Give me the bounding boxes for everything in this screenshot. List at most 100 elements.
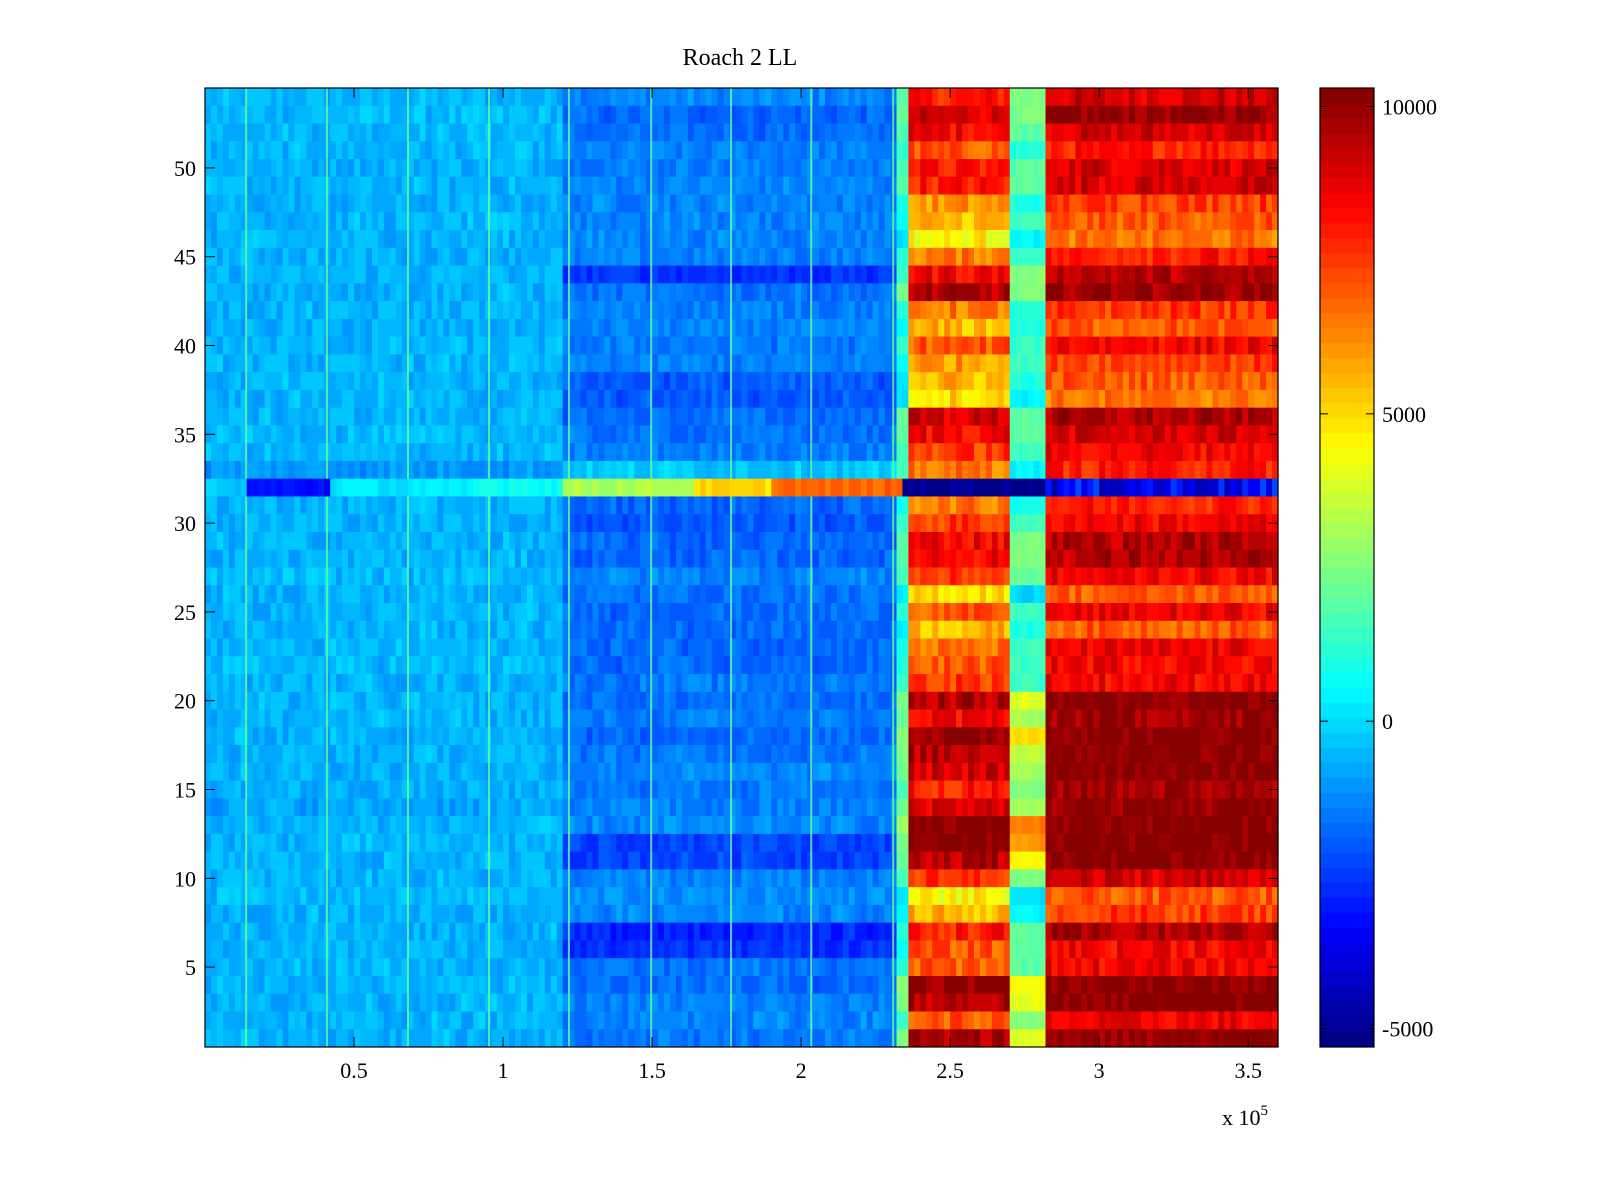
heatmap-cell [354,567,361,586]
heatmap-cell [389,514,397,533]
heatmap-cell [437,354,445,373]
heatmap-cell [216,372,224,391]
heatmap-cell [669,176,677,195]
heatmap-cell [532,514,540,533]
heatmap-cell [842,123,850,142]
heatmap-cell [842,318,850,338]
heatmap-cell [300,105,307,124]
heatmap-cell [1242,141,1249,160]
heatmap-cell [866,372,874,391]
heatmap-cell [1081,460,1088,480]
heatmap-cell [383,318,391,338]
heatmap-cell [431,159,439,178]
heatmap-cell [1254,212,1261,231]
heatmap-cell [795,567,802,586]
heatmap-cell [818,514,826,533]
heatmap-cell [1128,283,1136,302]
heatmap-cell [270,478,278,497]
heatmap-cell [365,443,373,462]
heatmap-cell [753,88,760,107]
heatmap-cell [735,336,743,355]
heatmap-cell [556,372,564,391]
heatmap-cell [878,88,886,107]
heatmap-cell [520,141,528,160]
heatmap-cell [538,123,546,142]
heatmap-cell [354,159,361,178]
heatmap-cell [813,247,820,266]
heatmap-cell [1164,123,1172,142]
heatmap-cell [503,567,510,586]
heatmap-cell [1146,301,1154,320]
heatmap-cell [610,567,617,586]
heatmap-cell [818,531,826,551]
heatmap-cell [246,567,254,586]
heatmap-cell [234,123,242,142]
heatmap-cell [664,301,671,320]
heatmap-cell [753,443,760,462]
heatmap-cell [365,105,373,124]
heatmap-cell [926,230,933,249]
heatmap-cell [962,265,969,284]
heatmap-cell [1254,194,1261,213]
heatmap-cell [616,336,623,355]
heatmap-cell [503,88,510,107]
heatmap-cell [1182,354,1190,373]
heatmap-cell [1212,407,1219,426]
heatmap-cell [258,549,266,568]
heatmap-cell [574,265,582,284]
heatmap-cell [455,425,462,444]
heatmap-cell [824,425,832,444]
heatmap-cell [759,514,766,533]
heatmap-cell [991,354,999,373]
heatmap-cell [246,407,254,426]
heatmap-cell [1266,478,1273,497]
heatmap-cell [1146,443,1154,462]
heatmap-cell [205,496,212,515]
heatmap-cell [383,496,391,515]
heatmap-cell [252,372,260,391]
heatmap-cell [1194,212,1202,231]
heatmap-cell [818,88,826,107]
heatmap-cell [842,159,850,178]
heatmap-cell [1027,283,1035,302]
heatmap-cell [491,212,498,231]
heatmap-cell [1164,212,1172,231]
heatmap-cell [514,531,522,551]
heatmap-cell [652,425,659,444]
heatmap-cell [932,425,939,444]
heatmap-cell [699,549,707,568]
heatmap-cell [711,443,719,462]
heatmap-cell [902,496,910,515]
heatmap-cell [1218,176,1225,195]
heatmap-cell [479,318,486,338]
heatmap-cell [1069,88,1076,107]
heatmap-cell [264,478,272,497]
heatmap-cell [1021,531,1029,551]
heatmap-cell [735,212,743,231]
heatmap-cell [622,176,629,195]
heatmap-cell [1134,247,1142,266]
heatmap-cell [1206,460,1214,480]
heatmap-cell [1200,105,1208,124]
heatmap-cell [801,88,808,107]
heatmap-cell [514,141,522,160]
heatmap-cell [503,478,510,497]
heatmap-cell [687,212,695,231]
heatmap-cell [699,176,707,195]
heatmap-cell [777,247,784,266]
heatmap-cell [377,88,385,107]
heatmap-cell [365,176,373,195]
heatmap-cell [783,247,790,266]
heatmap-cell [1158,105,1166,124]
heatmap-cell [473,141,480,160]
heatmap-cell [342,336,349,355]
heatmap-cell [866,88,874,107]
heatmap-cell [968,230,975,249]
heatmap-cell [1087,230,1094,249]
heatmap-cell [1254,531,1261,551]
heatmap-cell [449,141,456,160]
heatmap-cell [431,354,439,373]
heatmap-cell [658,460,665,480]
heatmap-cell [258,389,266,409]
heatmap-cell [1128,389,1136,409]
